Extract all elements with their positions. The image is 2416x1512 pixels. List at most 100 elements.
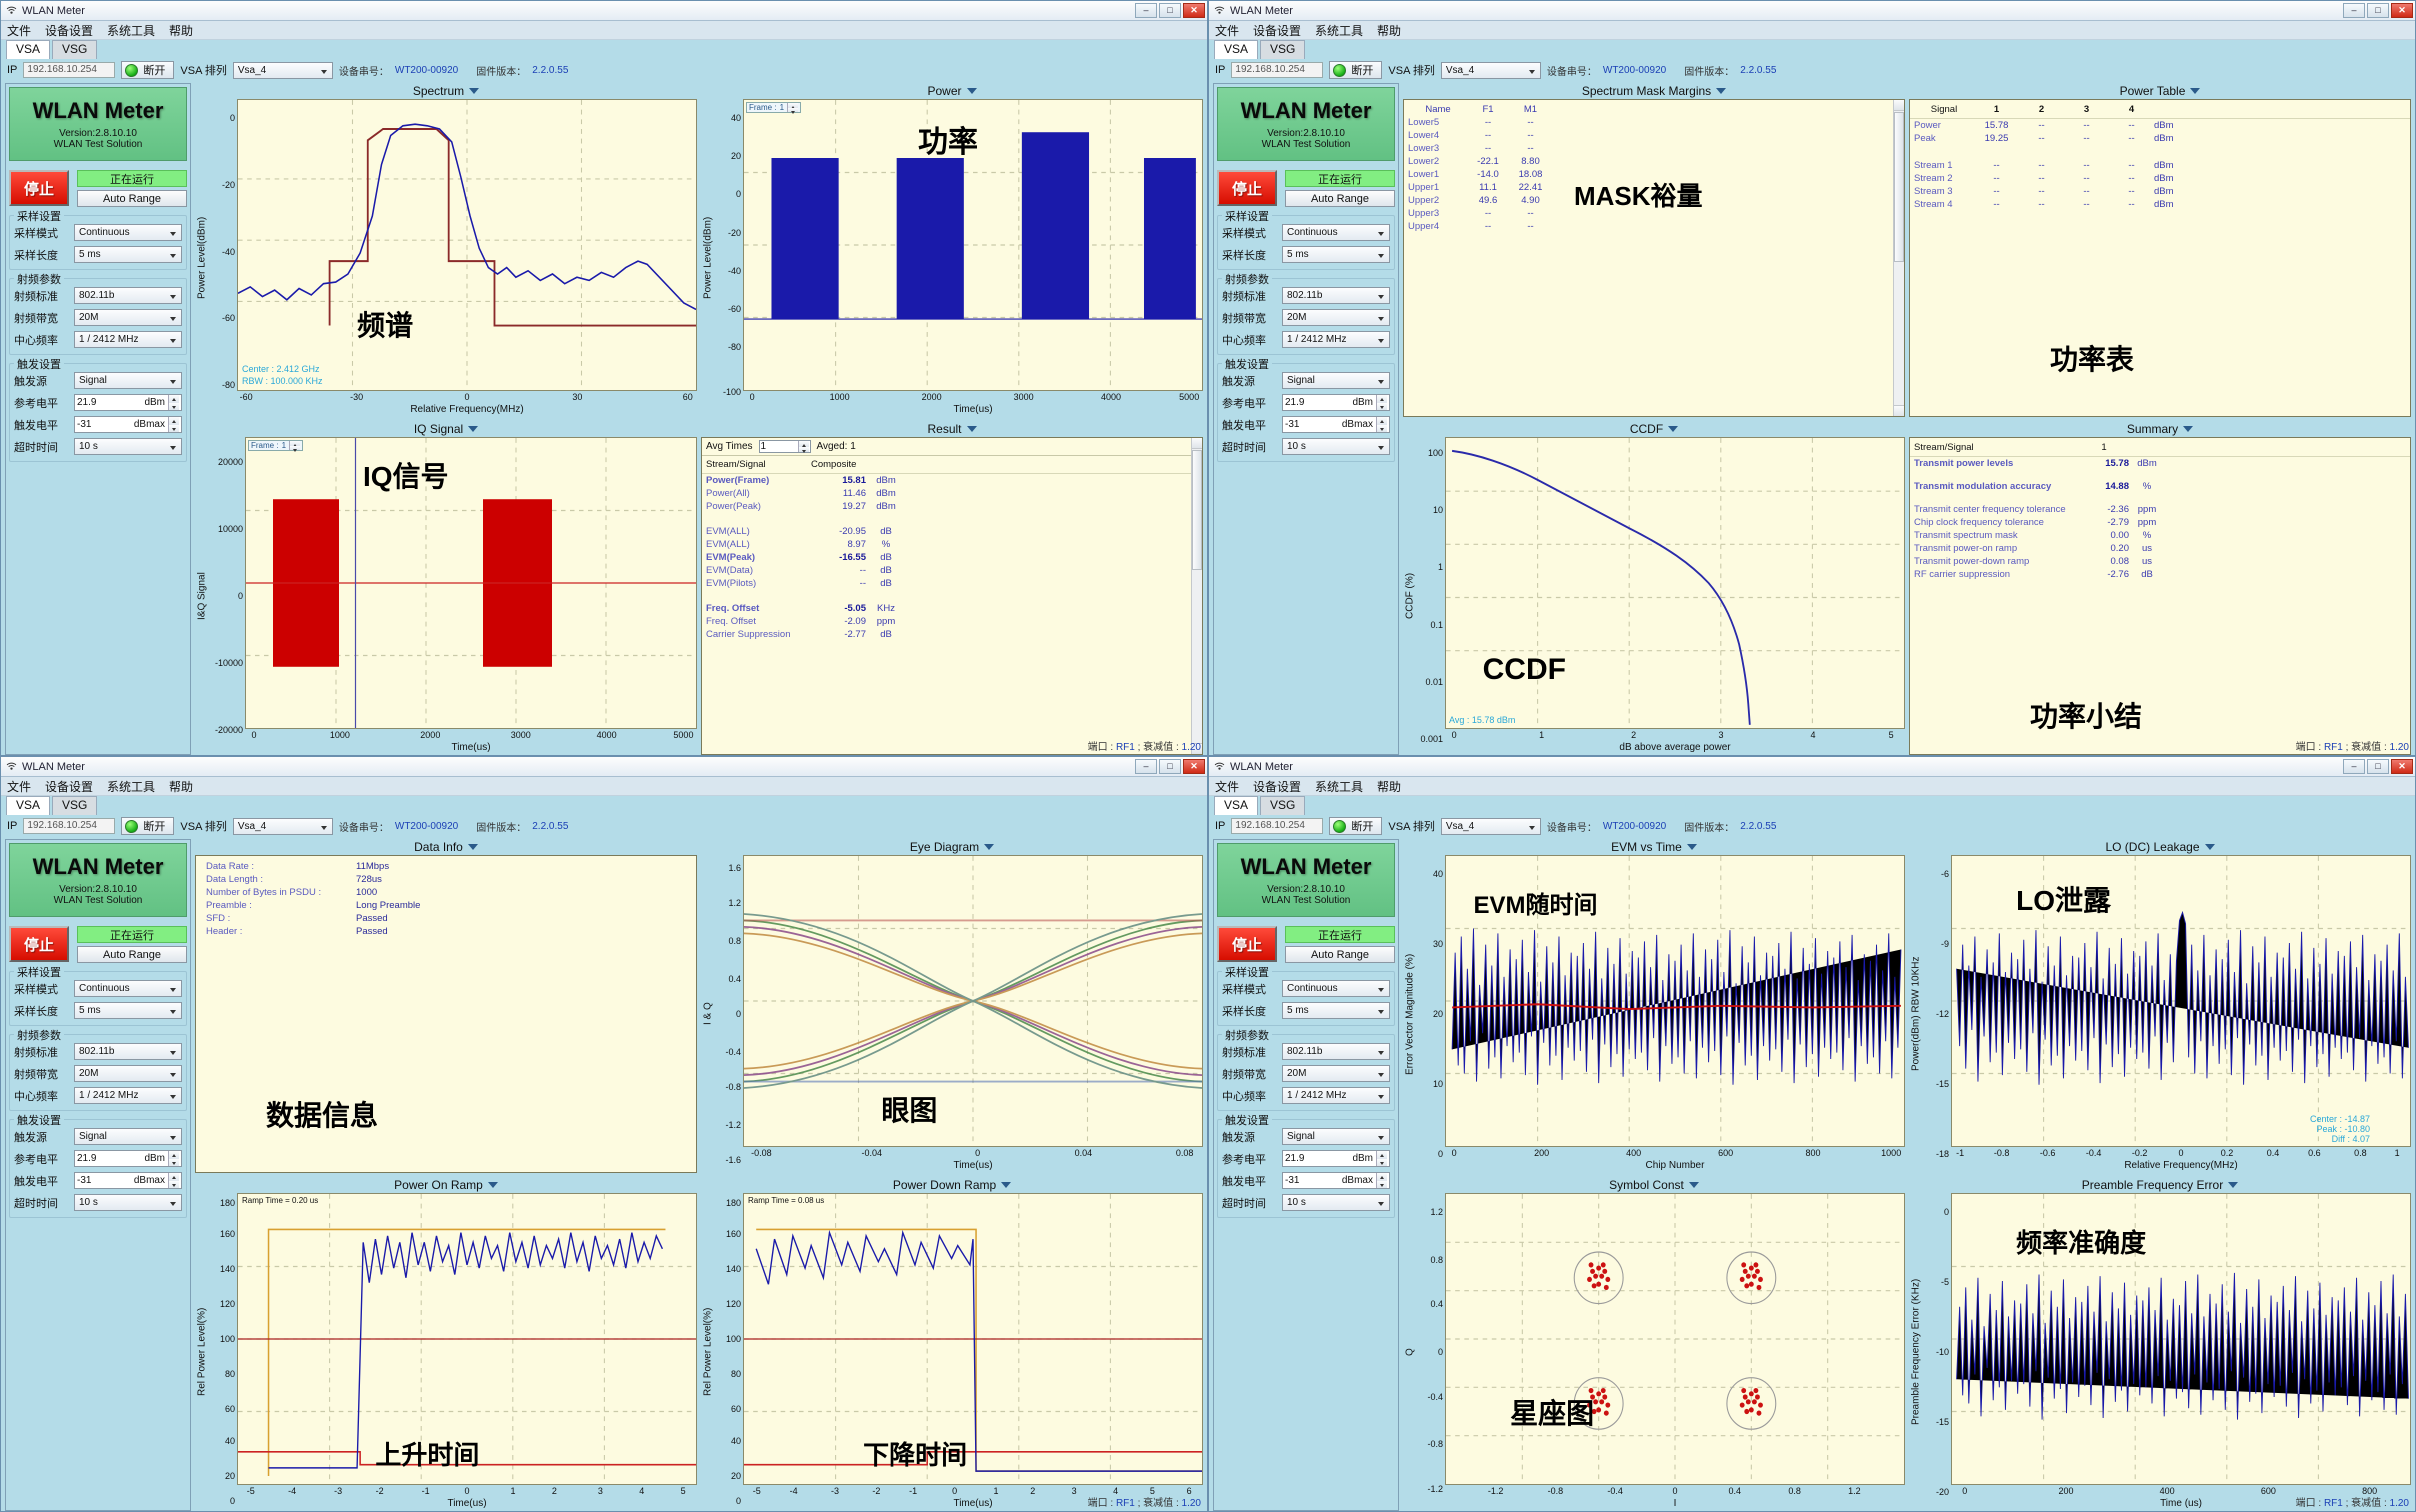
ccdf-canvas[interactable]: Avg : 15.78 dBm CCDF <box>1445 437 1905 729</box>
tab-vsa[interactable]: VSA <box>1214 796 1259 815</box>
ref-level-stepper[interactable]: 21.9 dBm <box>74 394 182 411</box>
menu-item-device-settings[interactable]: 设备设置 <box>1253 779 1302 794</box>
trigger-source-select[interactable]: Signal <box>74 372 182 389</box>
menu-item-system-tools[interactable]: 系统工具 <box>1315 23 1364 38</box>
tab-vsg[interactable]: VSG <box>52 40 98 59</box>
menu-item-file[interactable]: 文件 <box>1215 779 1240 794</box>
disconnect-button[interactable]: 断开 <box>1329 61 1383 79</box>
rf-standard-select[interactable]: 802.11b <box>1282 287 1390 304</box>
ref-level-spin-icon[interactable] <box>1376 1151 1387 1166</box>
menu-item-device-settings[interactable]: 设备设置 <box>45 23 94 38</box>
timeout-select[interactable]: 10 s <box>1282 438 1390 455</box>
chevron-down-icon[interactable] <box>966 88 977 94</box>
close-button[interactable]: ✕ <box>2391 3 2413 18</box>
auto-range-button[interactable]: Auto Range <box>1285 190 1395 207</box>
power-on-ramp-header[interactable]: Power On Ramp <box>195 1177 697 1193</box>
evm-header[interactable]: EVM vs Time <box>1403 839 1905 855</box>
result-table[interactable]: Avg Times 1 Avged: 1 Stream/Signal Compo… <box>701 437 1203 755</box>
iq-frame-selector[interactable]: Frame : 1 <box>248 440 304 451</box>
ref-level-spin-icon[interactable] <box>168 395 179 410</box>
center-frequency-select[interactable]: 1 / 2412 MHz <box>74 1087 182 1104</box>
summary-table[interactable]: Stream/Signal 1 Transmit power levels 15.… <box>1909 437 2411 755</box>
menu-item-system-tools[interactable]: 系统工具 <box>107 779 156 794</box>
sampling-length-select[interactable]: 5 ms <box>1282 246 1390 263</box>
chevron-down-icon[interactable] <box>2190 88 2201 94</box>
minimize-button[interactable]: – <box>2343 759 2365 774</box>
menu-item-system-tools[interactable]: 系统工具 <box>1315 779 1364 794</box>
spectrum-header[interactable]: Spectrum <box>195 83 697 99</box>
spectrum-canvas[interactable]: Center : 2.412 GHz RBW : 100.000 KHz 频谱 <box>237 99 697 391</box>
evm-canvas[interactable]: EVM随时间 <box>1445 855 1905 1147</box>
minimize-button[interactable]: – <box>1135 3 1157 18</box>
chevron-down-icon[interactable] <box>984 844 995 850</box>
maximize-button[interactable]: □ <box>1159 3 1181 18</box>
trigger-level-spin-icon[interactable] <box>1376 1173 1387 1188</box>
ref-level-spin-icon[interactable] <box>1376 395 1387 410</box>
close-button[interactable]: ✕ <box>2391 759 2413 774</box>
avg-times-spin-icon[interactable] <box>797 441 809 452</box>
chevron-down-icon[interactable] <box>1716 88 1727 94</box>
power-frame-selector[interactable]: Frame : 1 <box>746 102 802 113</box>
mask-header[interactable]: Spectrum Mask Margins <box>1403 83 1905 99</box>
trigger-source-select[interactable]: Signal <box>74 1128 182 1145</box>
vsa-layout-select[interactable]: Vsa_4 <box>1440 61 1541 79</box>
chevron-down-icon[interactable] <box>966 426 977 432</box>
ref-level-stepper[interactable]: 21.9 dBm <box>1282 1150 1390 1167</box>
sampling-mode-select[interactable]: Continuous <box>1282 980 1390 997</box>
disconnect-button[interactable]: 断开 <box>121 61 175 79</box>
center-frequency-select[interactable]: 1 / 2412 MHz <box>1282 1087 1390 1104</box>
trigger-level-stepper[interactable]: -31 dBmax <box>74 416 182 433</box>
power-table-header[interactable]: Power Table <box>1909 83 2411 99</box>
stop-button[interactable]: 停止 <box>1217 170 1277 206</box>
ref-level-spin-icon[interactable] <box>168 1151 179 1166</box>
trigger-level-spin-icon[interactable] <box>168 417 179 432</box>
lo-canvas[interactable]: Center : -14.87 Peak : -10.80 Diff : 4.0… <box>1951 855 2411 1147</box>
mask-table[interactable]: Name F1 M1 Lower5 -- -- Lower4 -- -- Lower3-… <box>1403 99 1905 417</box>
sampling-mode-select[interactable]: Continuous <box>74 224 182 241</box>
chevron-down-icon[interactable] <box>1001 1182 1012 1188</box>
eye-header[interactable]: Eye Diagram <box>701 839 1203 855</box>
power-table-body[interactable]: Signal 1 2 3 4 Power 15.78 -- -- -- dBm Peak 1… <box>1909 99 2411 417</box>
ip-input[interactable]: 192.168.10.254 <box>1231 818 1324 834</box>
timeout-select[interactable]: 10 s <box>74 1194 182 1211</box>
menu-item-help[interactable]: 帮助 <box>169 779 194 794</box>
minimize-button[interactable]: – <box>2343 3 2365 18</box>
auto-range-button[interactable]: Auto Range <box>77 946 187 963</box>
rf-standard-select[interactable]: 802.11b <box>74 287 182 304</box>
chevron-down-icon[interactable] <box>2228 1182 2239 1188</box>
menu-item-help[interactable]: 帮助 <box>169 23 194 38</box>
menu-item-file[interactable]: 文件 <box>7 779 32 794</box>
scroll-thumb[interactable] <box>1192 450 1202 570</box>
chevron-down-icon[interactable] <box>2204 844 2215 850</box>
stop-button[interactable]: 停止 <box>9 170 69 206</box>
data-info-header[interactable]: Data Info <box>195 839 697 855</box>
menu-item-device-settings[interactable]: 设备设置 <box>45 779 94 794</box>
chevron-down-icon[interactable] <box>1668 426 1679 432</box>
trigger-level-stepper[interactable]: -31 dBmax <box>1282 416 1390 433</box>
const-canvas[interactable]: 星座图 <box>1445 1193 1905 1485</box>
tab-vsg[interactable]: VSG <box>1260 796 1306 815</box>
iq-header[interactable]: IQ Signal <box>195 421 697 437</box>
menu-item-file[interactable]: 文件 <box>1215 23 1240 38</box>
scroll-down-icon[interactable] <box>1894 405 1904 416</box>
menu-item-file[interactable]: 文件 <box>7 23 32 38</box>
sampling-mode-select[interactable]: Continuous <box>1282 224 1390 241</box>
close-button[interactable]: ✕ <box>1183 3 1205 18</box>
trigger-level-spin-icon[interactable] <box>1376 417 1387 432</box>
minimize-button[interactable]: – <box>1135 759 1157 774</box>
result-header[interactable]: Result <box>701 421 1203 437</box>
disconnect-button[interactable]: 断开 <box>121 817 175 835</box>
ip-input[interactable]: 192.168.10.254 <box>23 62 116 78</box>
pfe-canvas[interactable]: 频率准确度 <box>1951 1193 2411 1485</box>
sampling-mode-select[interactable]: Continuous <box>74 980 182 997</box>
tab-vsg[interactable]: VSG <box>1260 40 1306 59</box>
auto-range-button[interactable]: Auto Range <box>77 190 187 207</box>
trigger-level-spin-icon[interactable] <box>168 1173 179 1188</box>
tab-vsa[interactable]: VSA <box>1214 40 1259 59</box>
menu-item-device-settings[interactable]: 设备设置 <box>1253 23 1302 38</box>
scroll-up-icon[interactable] <box>1894 100 1904 111</box>
power-down-ramp-canvas[interactable]: Ramp Time = 0.08 us 下降时间 <box>743 1193 1203 1485</box>
sampling-length-select[interactable]: 5 ms <box>74 1002 182 1019</box>
trigger-source-select[interactable]: Signal <box>1282 1128 1390 1145</box>
mask-scrollbar[interactable] <box>1893 100 1904 416</box>
